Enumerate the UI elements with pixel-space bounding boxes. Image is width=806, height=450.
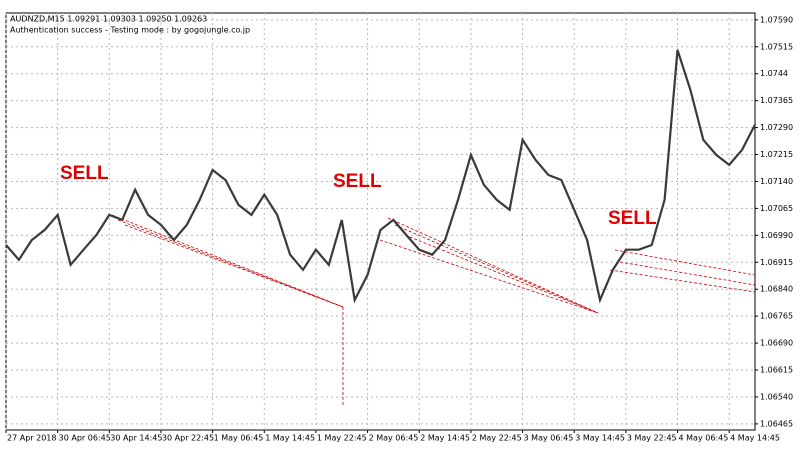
sell-annotation: SELL xyxy=(608,208,657,229)
x-tick-label: 3 May 06:45 xyxy=(524,434,574,443)
sell-annotation: SELL xyxy=(333,171,382,192)
y-tick-label: 1.06915 xyxy=(760,258,793,267)
x-tick-label: 30 Apr 22:45 xyxy=(162,434,214,443)
x-tick-label: 1 May 22:45 xyxy=(317,434,367,443)
x-tick-label: 1 May 14:45 xyxy=(265,434,315,443)
y-tick-label: 1.07065 xyxy=(760,204,793,213)
trade-lines xyxy=(111,214,756,405)
y-tick-label: 1.06765 xyxy=(760,312,793,321)
x-tick-label: 27 Apr 2018 xyxy=(7,434,56,443)
y-tick-label: 1.06465 xyxy=(760,419,793,428)
chart-title: AUDNZD,M15 1.09291 1.09303 1.09250 1.092… xyxy=(10,15,207,24)
x-tick-label: 2 May 06:45 xyxy=(369,434,419,443)
y-tick-label: 1.06840 xyxy=(760,285,793,294)
y-tick-label: 1.06540 xyxy=(760,392,793,401)
y-tick-label: 1.07290 xyxy=(760,123,793,132)
y-tick-label: 1.07515 xyxy=(760,42,793,51)
x-tick-label: 3 May 14:45 xyxy=(575,434,625,443)
x-tick-label: 30 Apr 14:45 xyxy=(110,434,162,443)
x-tick-label: 4 May 06:45 xyxy=(679,434,729,443)
x-tick-label: 30 Apr 06:45 xyxy=(59,434,111,443)
y-tick-label: 1.07140 xyxy=(760,177,793,186)
x-tick-label: 4 May 14:45 xyxy=(730,434,780,443)
y-tick-label: 1.06615 xyxy=(760,366,793,375)
x-tick-label: 3 May 22:45 xyxy=(627,434,677,443)
y-tick-label: 1.06690 xyxy=(760,339,793,348)
x-tick-label: 2 May 14:45 xyxy=(420,434,470,443)
y-tick-label: 1.0744 xyxy=(760,69,788,78)
plot-frame xyxy=(5,12,756,431)
x-tick-label: 1 May 06:45 xyxy=(214,434,264,443)
y-tick-label: 1.07590 xyxy=(760,15,793,24)
sell-annotation: SELL xyxy=(60,163,109,184)
chart-subtitle: Authentication success - Testing mode : … xyxy=(10,26,250,35)
x-tick-label: 2 May 22:45 xyxy=(472,434,522,443)
y-tick-label: 1.07215 xyxy=(760,150,793,159)
price-line xyxy=(5,49,756,304)
y-tick-label: 1.07365 xyxy=(760,96,793,105)
y-tick-label: 1.06990 xyxy=(760,231,793,240)
